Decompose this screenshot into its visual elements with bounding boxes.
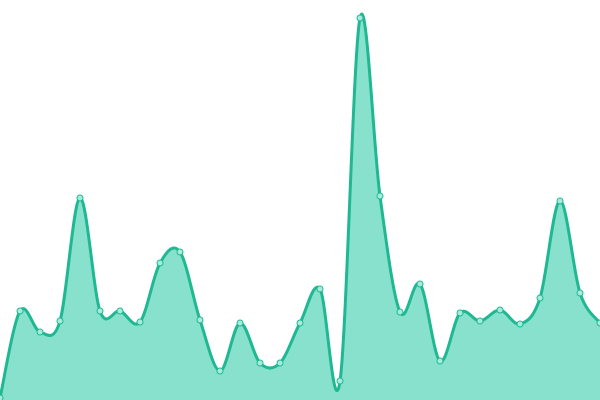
data-point [336, 377, 344, 385]
data-point [116, 307, 124, 315]
data-point [536, 294, 544, 302]
data-point [96, 307, 104, 315]
data-point [456, 309, 464, 317]
data-point [436, 357, 444, 365]
data-point [216, 367, 224, 375]
data-point [76, 194, 84, 202]
data-point [156, 259, 164, 267]
data-point [16, 307, 24, 315]
data-point [396, 308, 404, 316]
data-point [356, 14, 364, 22]
data-point [316, 285, 324, 293]
data-point [136, 318, 144, 326]
data-point [276, 359, 284, 367]
data-point [476, 317, 484, 325]
data-point [576, 289, 584, 297]
data-point [176, 248, 184, 256]
data-point [516, 320, 524, 328]
data-point [296, 319, 304, 327]
data-point [256, 359, 264, 367]
data-point [236, 319, 244, 327]
data-point [196, 316, 204, 324]
data-point [416, 280, 424, 288]
data-point [496, 306, 504, 314]
data-point [36, 328, 44, 336]
data-point [0, 394, 4, 400]
data-point [376, 192, 384, 200]
data-point [556, 197, 564, 205]
data-point [596, 319, 600, 327]
data-point [56, 317, 64, 325]
area-fill [0, 14, 600, 400]
